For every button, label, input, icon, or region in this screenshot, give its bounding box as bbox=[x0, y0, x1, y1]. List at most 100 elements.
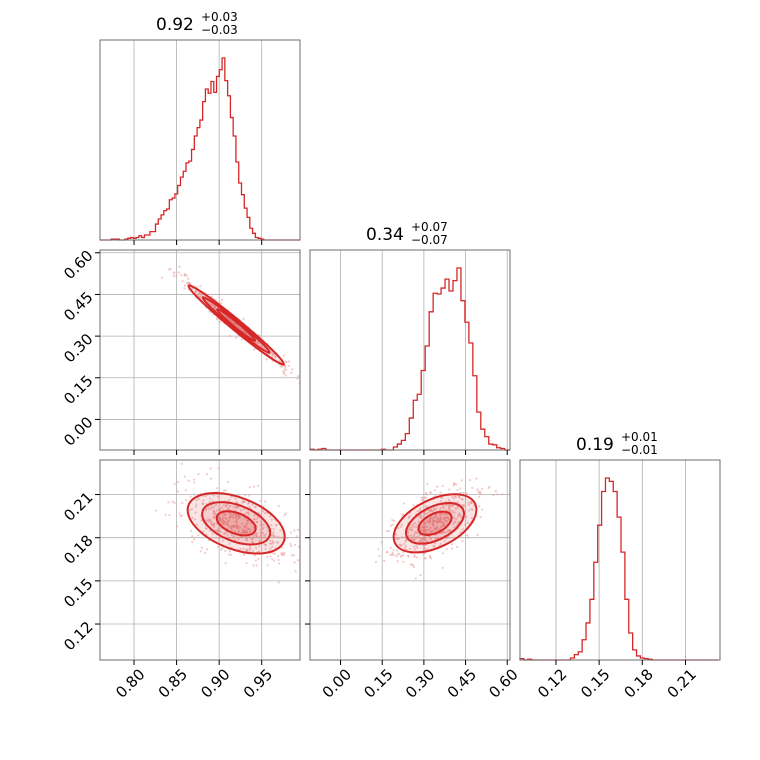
scatter-point bbox=[258, 536, 262, 539]
scatter-point bbox=[412, 545, 415, 548]
scatter-point bbox=[466, 534, 469, 537]
scatter-point bbox=[199, 293, 203, 296]
scatter-point bbox=[418, 507, 422, 510]
contour-level bbox=[216, 308, 257, 342]
scatter-point bbox=[228, 517, 231, 520]
scatter-point bbox=[452, 482, 456, 485]
scatter-point bbox=[390, 553, 394, 556]
scatter-point bbox=[264, 547, 267, 551]
param-title-plus-0: +0.03 bbox=[201, 10, 238, 24]
scatter-point bbox=[285, 368, 288, 371]
scatter-point bbox=[184, 489, 187, 492]
scatter-point bbox=[412, 504, 415, 507]
scatter-point bbox=[444, 531, 447, 534]
scatter-point bbox=[441, 521, 445, 524]
scatter-point bbox=[425, 531, 428, 535]
y-tick-label: 0.60 bbox=[60, 247, 96, 283]
scatter-group bbox=[154, 462, 300, 584]
scatter-point bbox=[243, 531, 246, 534]
scatter-point bbox=[292, 554, 295, 557]
scatter-point bbox=[195, 503, 198, 506]
scatter-point bbox=[189, 529, 192, 533]
scatter-point bbox=[386, 530, 389, 533]
scatter-point bbox=[239, 526, 242, 529]
param-title-1: 0.34 bbox=[366, 225, 404, 245]
scatter-point bbox=[409, 528, 412, 532]
panel-frame bbox=[99, 459, 301, 661]
scatter-point bbox=[396, 560, 399, 563]
scatter-point bbox=[248, 527, 251, 530]
scatter-point bbox=[496, 493, 499, 496]
scatter-point bbox=[441, 485, 444, 488]
scatter-point bbox=[464, 523, 467, 526]
scatter-point bbox=[209, 467, 212, 470]
scatter-point bbox=[252, 526, 255, 529]
scatter-point bbox=[459, 487, 462, 490]
scatter-point bbox=[477, 490, 480, 493]
scatter-point bbox=[205, 519, 208, 522]
scatter-point bbox=[277, 581, 280, 584]
scatter-point bbox=[287, 364, 290, 368]
scatter-point bbox=[194, 289, 197, 292]
scatter-point bbox=[241, 499, 244, 502]
scatter-point bbox=[221, 539, 225, 542]
scatter-point bbox=[176, 490, 180, 493]
scatter-point bbox=[416, 531, 419, 535]
scatter-point bbox=[419, 539, 423, 543]
scatter-point bbox=[250, 522, 253, 525]
y-tick-label: 0.30 bbox=[60, 330, 96, 366]
scatter-point bbox=[232, 321, 235, 324]
scatter-point bbox=[201, 530, 204, 533]
panel-frame bbox=[99, 249, 301, 451]
scatter-point bbox=[167, 501, 170, 504]
scatter-point bbox=[154, 509, 158, 512]
scatter-point bbox=[235, 521, 238, 524]
scatter-point bbox=[183, 287, 186, 290]
scatter-point bbox=[239, 535, 242, 538]
scatter-point bbox=[265, 358, 268, 361]
scatter-point bbox=[442, 512, 445, 515]
scatter-point bbox=[208, 500, 211, 504]
scatter-point bbox=[397, 527, 400, 530]
x-tick-label: 0.80 bbox=[112, 665, 148, 701]
scatter-point bbox=[389, 524, 393, 527]
scatter-point bbox=[276, 541, 280, 544]
scatter-point bbox=[217, 537, 221, 540]
scatter-point bbox=[223, 521, 226, 524]
scatter-point bbox=[400, 525, 403, 528]
scatter-point bbox=[458, 512, 461, 515]
x-tick-label: 0.15 bbox=[577, 665, 613, 701]
panel-frame bbox=[99, 39, 301, 241]
scatter-point bbox=[235, 518, 239, 521]
scatter-point bbox=[303, 374, 305, 376]
scatter-point bbox=[266, 564, 269, 567]
scatter-point bbox=[275, 523, 278, 526]
scatter-point bbox=[277, 535, 280, 538]
scatter-point bbox=[256, 520, 259, 524]
scatter-point bbox=[224, 488, 227, 492]
scatter-point bbox=[230, 533, 233, 537]
scatter-point bbox=[216, 487, 219, 490]
scatter-point bbox=[287, 360, 291, 363]
scatter-point bbox=[400, 523, 403, 526]
scatter-point bbox=[290, 371, 293, 374]
scatter-point bbox=[297, 374, 300, 378]
x-tick-label: 0.15 bbox=[360, 665, 396, 701]
x-tick-label: 0.95 bbox=[240, 665, 276, 701]
scatter-point bbox=[227, 524, 231, 527]
scatter-point bbox=[176, 525, 179, 528]
scatter-point bbox=[434, 514, 438, 517]
scatter-point bbox=[423, 521, 426, 524]
scatter-point bbox=[227, 553, 230, 556]
scatter-point bbox=[251, 541, 255, 544]
scatter-point bbox=[388, 529, 391, 533]
scatter-point bbox=[283, 514, 286, 517]
scatter-point bbox=[468, 509, 471, 512]
scatter-point bbox=[237, 537, 240, 541]
x-tick-label: 0.45 bbox=[444, 665, 480, 701]
scatter-point bbox=[199, 285, 202, 288]
scatter-point bbox=[417, 520, 420, 523]
scatter-point bbox=[264, 533, 267, 536]
scatter-point bbox=[424, 557, 427, 560]
